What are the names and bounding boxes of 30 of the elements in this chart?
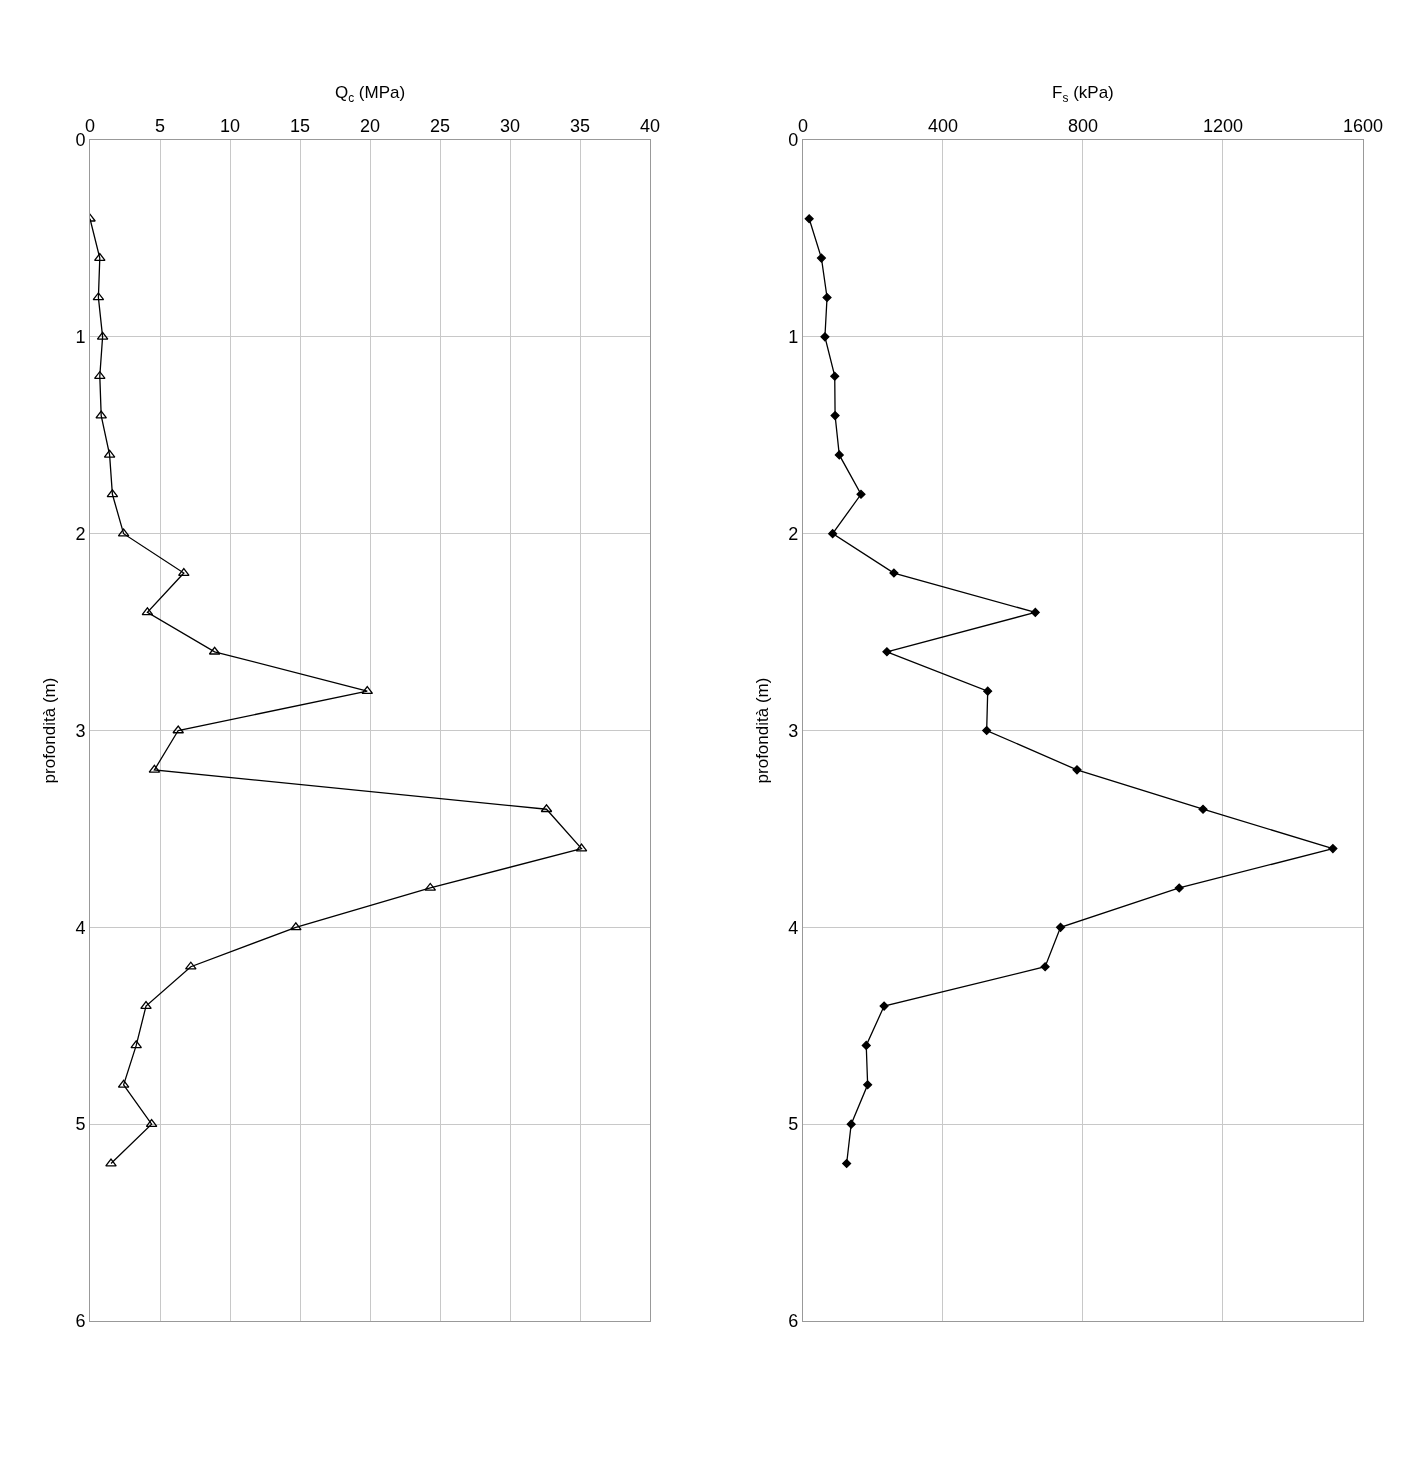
x-tick-label: 35 — [570, 115, 591, 136]
x-axis-title: Q$_{c}$ (MPa) — [334, 83, 406, 105]
y-tick-label: 3 — [75, 720, 86, 741]
x-tick-label: 400 — [927, 115, 958, 136]
y-axis-title: profondità (m) — [752, 677, 772, 784]
y-axis-title: profondità (m) — [39, 677, 59, 784]
x-tick-label: 30 — [500, 115, 521, 136]
y-tick-label: 0 — [788, 130, 799, 151]
x-tick-label: 40 — [640, 115, 661, 136]
y-tick-label: 2 — [75, 523, 86, 544]
y-tick-label: 6 — [75, 1311, 86, 1332]
y-tick-label: 5 — [788, 1114, 799, 1135]
y-tick-label: 4 — [75, 917, 86, 938]
x-tick-label: 800 — [1067, 115, 1098, 136]
y-tick-label: 2 — [788, 523, 799, 544]
y-tick-label: 0 — [75, 130, 86, 151]
x-tick-label: 1600 — [1342, 115, 1384, 136]
x-tick-label: 25 — [430, 115, 451, 136]
y-tick-label: 3 — [788, 720, 799, 741]
x-tick-label: 15 — [290, 115, 311, 136]
y-tick-label: 6 — [788, 1311, 799, 1332]
y-tick-label: 5 — [75, 1114, 86, 1135]
y-tick-label: 1 — [75, 327, 86, 348]
x-axis-title: F$_{s}$ (kPa) — [1052, 83, 1114, 105]
y-tick-label: 1 — [788, 327, 799, 348]
x-tick-label: 10 — [220, 115, 241, 136]
x-tick-label: 1200 — [1202, 115, 1243, 136]
x-tick-label: 20 — [360, 115, 381, 136]
y-tick-label: 4 — [788, 917, 799, 938]
x-tick-label: 5 — [155, 115, 166, 136]
